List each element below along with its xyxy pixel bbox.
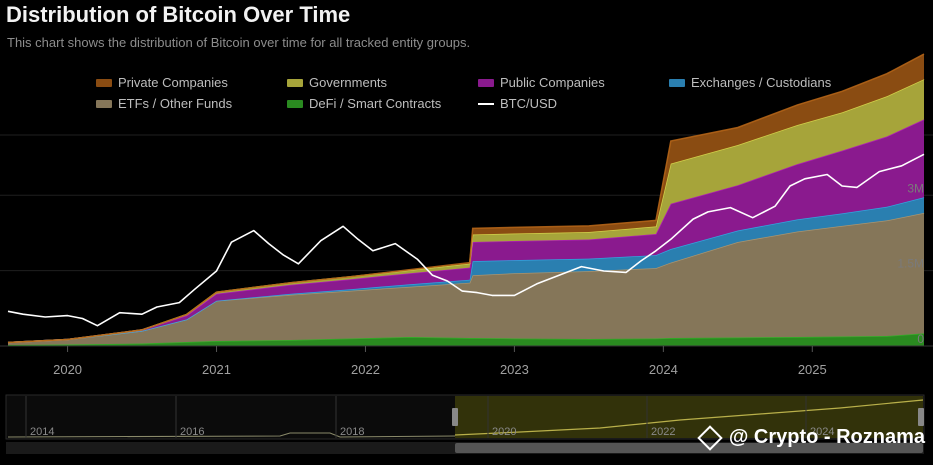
x-tick-label: 2024 <box>649 362 678 377</box>
navigator-handle-right[interactable] <box>918 408 924 426</box>
legend-swatch-private-companies <box>96 78 112 87</box>
x-tick-label: 2021 <box>202 362 231 377</box>
legend-item-btc-usd[interactable]: BTC/USD <box>478 96 557 111</box>
navigator-tick-label: 2020 <box>492 426 516 438</box>
legend-item-private-companies[interactable]: Private Companies <box>96 75 228 90</box>
legend-swatch-public-companies <box>478 78 494 87</box>
area-edge-private <box>7 53 925 344</box>
legend-label-btc-usd: BTC/USD <box>500 96 558 111</box>
scrollbar-thumb[interactable] <box>455 443 923 453</box>
chart-title: Distribution of Bitcoin Over Time <box>6 2 351 27</box>
navigator-tick-label: 2014 <box>30 426 54 438</box>
legend-label-exchanges-custodians: Exchanges / Custodians <box>691 75 832 90</box>
legend-label-etfs-other-funds: ETFs / Other Funds <box>118 96 233 111</box>
navigator-tick-label: 2022 <box>651 426 675 438</box>
legend-item-governments[interactable]: Governments <box>287 75 387 90</box>
legend-swatch-exchanges-custodians <box>669 78 685 87</box>
navigator-tick-label: 2024 <box>810 426 834 438</box>
legend-swatch-btc-usd <box>478 102 494 105</box>
area-etfs <box>8 212 924 345</box>
legend-item-public-companies[interactable]: Public Companies <box>478 75 605 90</box>
legend-swatch-etfs-other-funds <box>96 99 112 108</box>
legend-label-governments: Governments <box>309 75 388 90</box>
legend-swatch-governments <box>287 78 303 87</box>
chart-subtitle: This chart shows the distribution of Bit… <box>7 35 471 50</box>
y-tick-label: 3M <box>907 181 924 195</box>
legend: Private Companies Governments Public Com… <box>0 0 933 120</box>
legend-label-public-companies: Public Companies <box>500 75 605 90</box>
x-tick-label: 2020 <box>53 362 82 377</box>
legend-label-defi-smart-contracts: DeFi / Smart Contracts <box>309 96 442 111</box>
y-tick-label: 1.5M <box>897 257 924 271</box>
y-tick-label: 0 <box>917 332 924 346</box>
diamond-logo-icon <box>697 424 723 451</box>
watermark-text: @ Crypto - Roznama <box>728 426 925 448</box>
x-tick-label: 2023 <box>500 362 529 377</box>
navigator-tick-label: 2018 <box>340 426 364 438</box>
legend-item-exchanges-custodians[interactable]: Exchanges / Custodians <box>669 75 831 90</box>
legend-item-defi-smart-contracts[interactable]: DeFi / Smart Contracts <box>287 96 441 111</box>
legend-label-private-companies: Private Companies <box>118 75 228 90</box>
navigator-tick-label: 2016 <box>180 426 204 438</box>
navigator-handle-left[interactable] <box>452 408 458 426</box>
x-tick-label: 2025 <box>798 362 827 377</box>
watermark: @ Crypto - Roznama <box>697 424 925 451</box>
area-defi <box>8 333 924 346</box>
navigator-series-early <box>7 432 456 438</box>
legend-item-etfs-other-funds[interactable]: ETFs / Other Funds <box>96 96 232 111</box>
btc-usd-line <box>7 153 925 327</box>
x-tick-label: 2022 <box>351 362 380 377</box>
navigator-series <box>454 399 924 436</box>
legend-swatch-defi-smart-contracts <box>287 99 303 108</box>
